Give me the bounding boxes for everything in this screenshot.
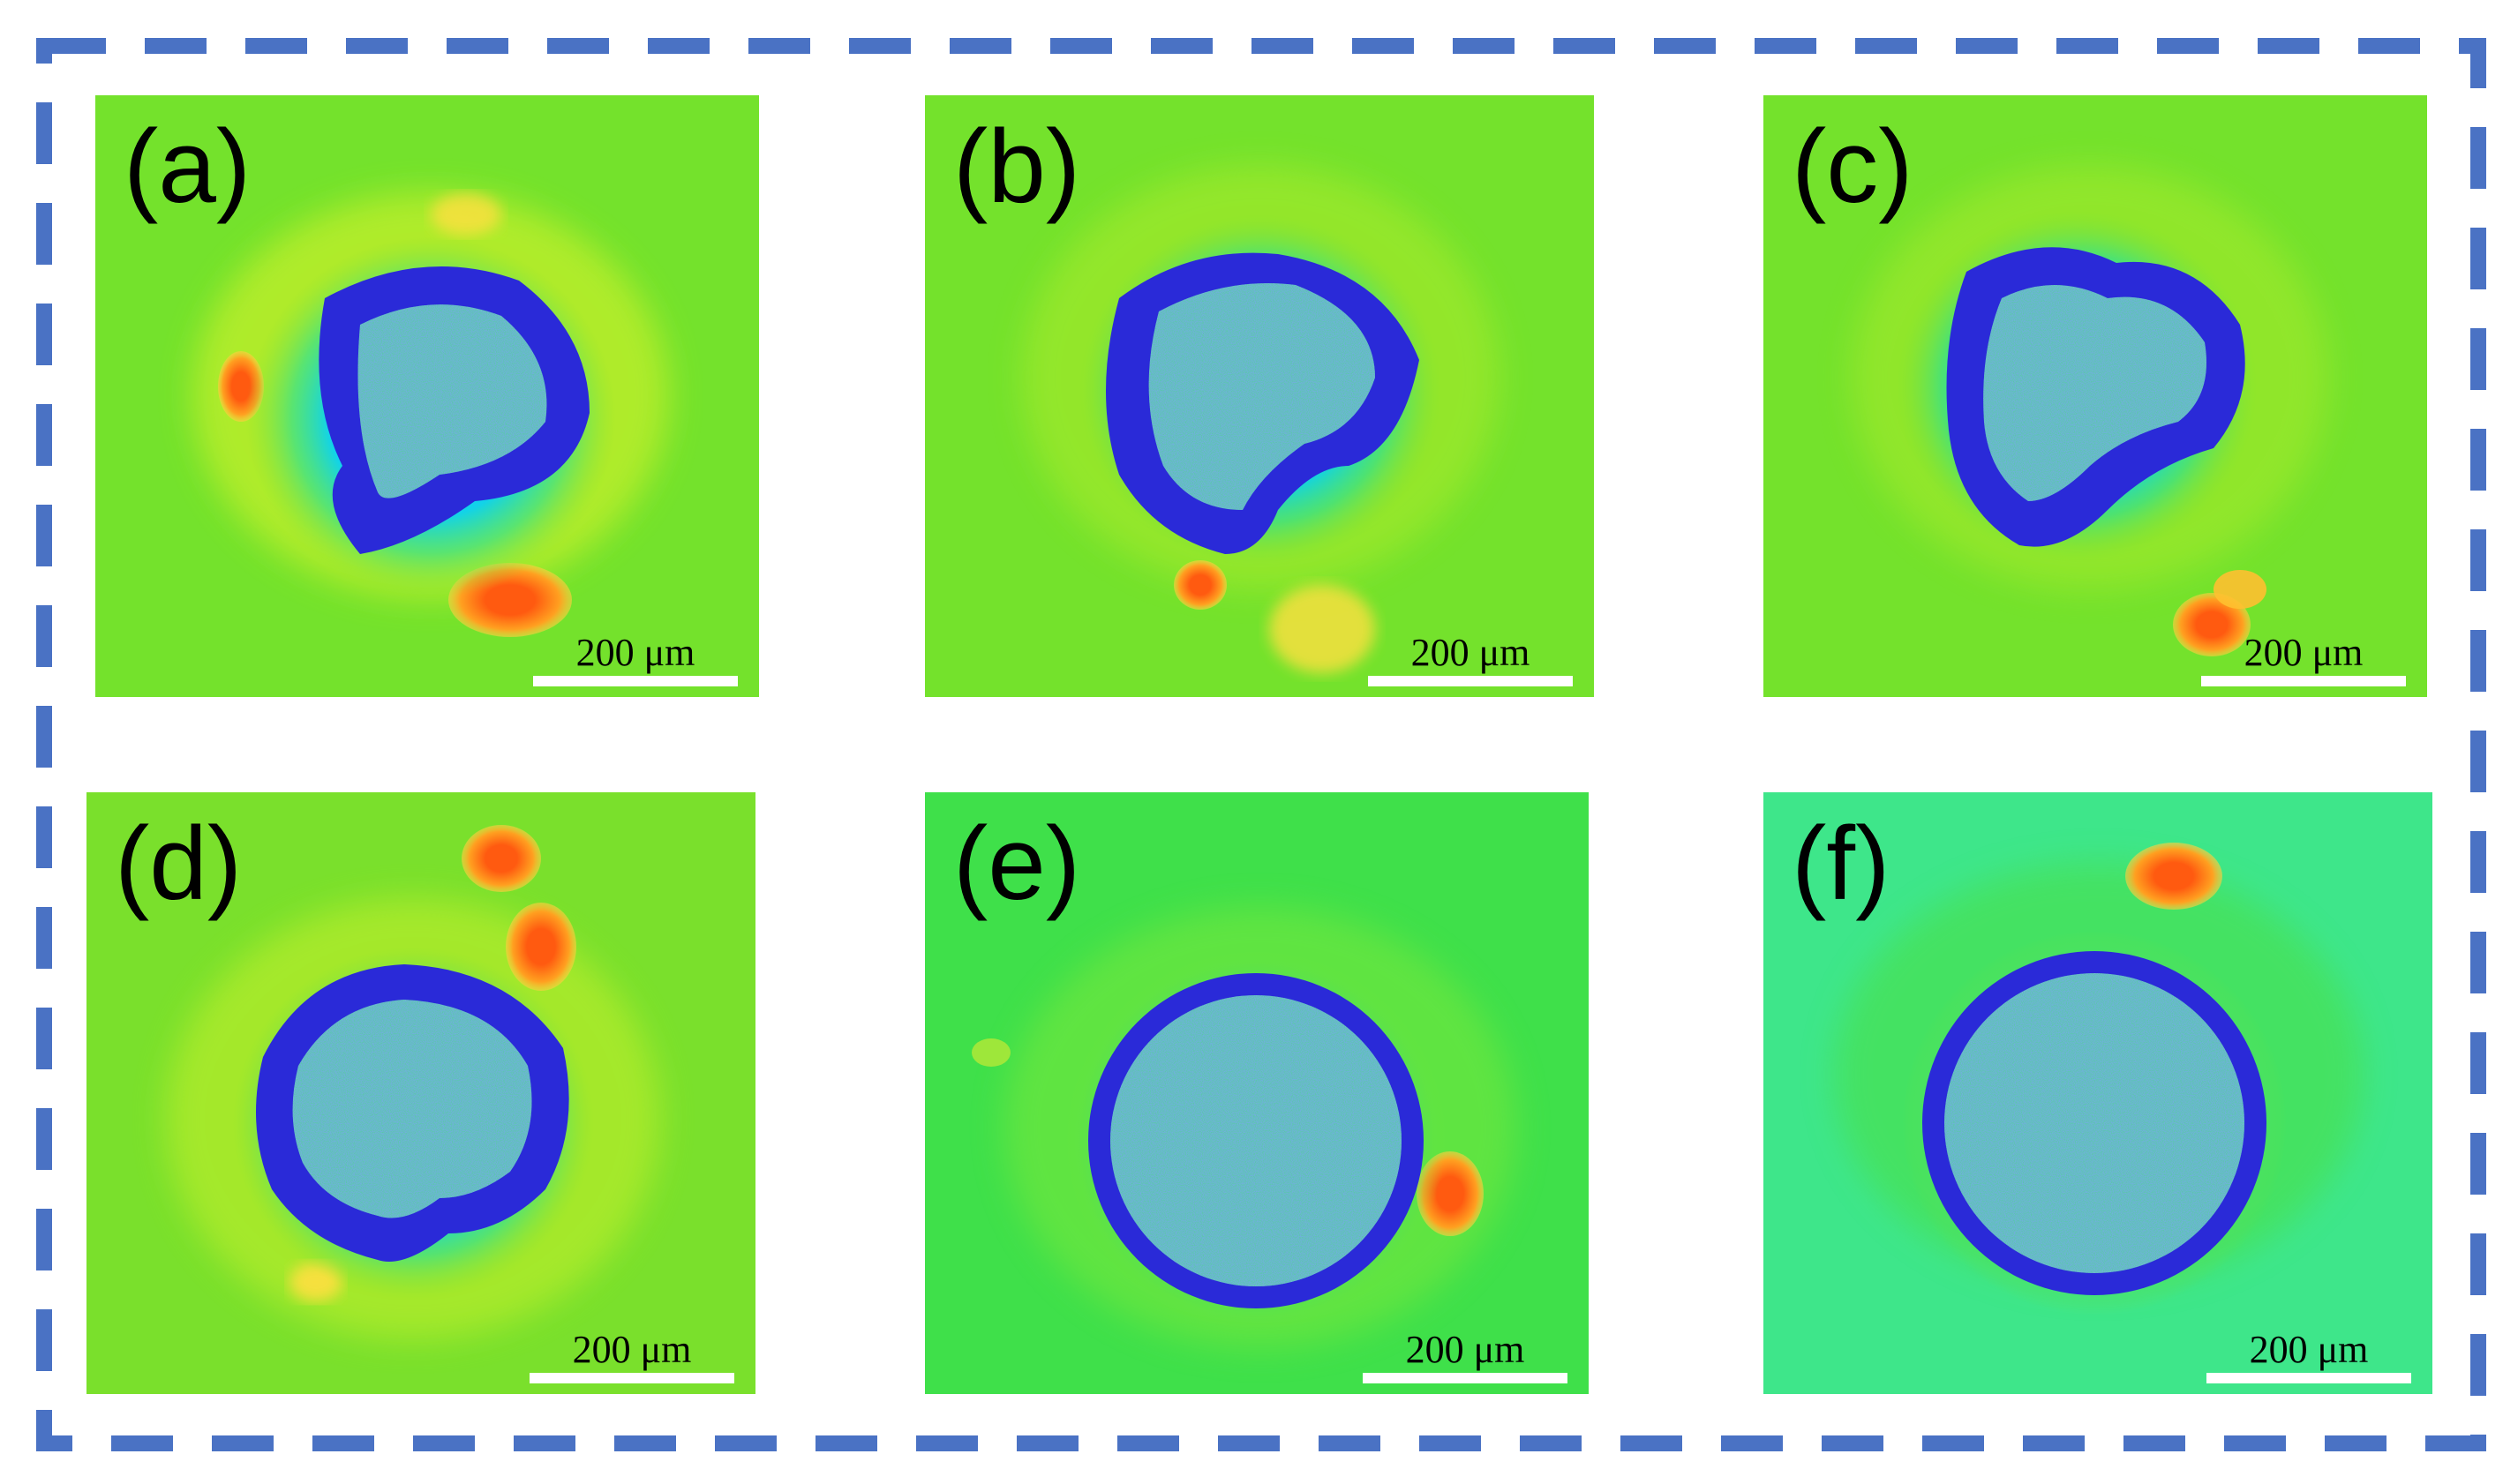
panel-c: (c) 200 μm — [1763, 95, 2427, 697]
scale-bar: 200 μm — [2201, 630, 2406, 686]
scale-bar: 200 μm — [1368, 630, 1573, 686]
scale-bar: 200 μm — [1363, 1327, 1567, 1383]
panel-label: (e) — [953, 806, 1081, 922]
panel-label: (f) — [1792, 806, 1890, 922]
panel-f: (f) 200 μm — [1763, 792, 2432, 1394]
scale-bar-line — [530, 1373, 734, 1383]
surface-image-d — [166, 825, 660, 1339]
surface-image-b — [1022, 166, 1499, 673]
panel-e: (e) 200 μm — [925, 792, 1589, 1394]
scale-bar: 200 μm — [530, 1327, 734, 1383]
surface-image-f — [1834, 843, 2364, 1315]
scale-bar-line — [1368, 676, 1573, 686]
scale-label: 200 μm — [1405, 1327, 1525, 1371]
panel-label: (d) — [115, 806, 243, 922]
surface-image-c — [1852, 166, 2328, 656]
scale-label: 200 μm — [2244, 630, 2364, 674]
scale-label: 200 μm — [575, 630, 695, 674]
scale-bar-line — [2206, 1373, 2411, 1383]
scale-bar-line — [2201, 676, 2406, 686]
panel-a: (a) 200 μm — [95, 95, 759, 697]
surface-image-a — [192, 192, 669, 637]
surface-image-e — [972, 907, 1516, 1348]
scale-label: 200 μm — [2249, 1327, 2369, 1371]
panel-d: (d) 200 μm — [86, 792, 755, 1394]
scale-label: 200 μm — [1410, 630, 1530, 674]
panel-b: (b) 200 μm — [925, 95, 1594, 697]
scale-bar-line — [1363, 1373, 1567, 1383]
panel-label: (c) — [1792, 109, 1913, 225]
panel-label: (a) — [124, 109, 252, 225]
scale-bar-line — [533, 676, 738, 686]
panel-label: (b) — [953, 109, 1081, 225]
scale-bar: 200 μm — [2206, 1327, 2411, 1383]
scale-bar: 200 μm — [533, 630, 738, 686]
scale-label: 200 μm — [572, 1327, 692, 1371]
